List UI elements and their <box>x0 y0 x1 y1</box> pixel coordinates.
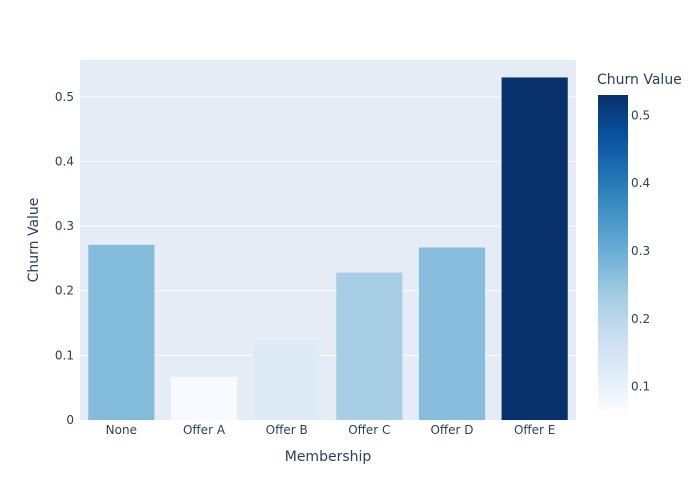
bars <box>88 77 568 421</box>
x-tick-label: Offer E <box>514 423 555 437</box>
plot-background <box>80 60 576 420</box>
y-tick-label: 0 <box>66 413 74 427</box>
y-tick-label: 0.3 <box>55 219 74 233</box>
x-tick-label: None <box>106 423 137 437</box>
colorbar-tick-label: 0.1 <box>631 380 650 394</box>
bar-offer-b[interactable] <box>253 339 320 420</box>
colorbar-ticks: 0.1 0.2 0.3 0.4 0.5 <box>631 108 650 393</box>
y-axis-title: Churn Value <box>26 198 42 283</box>
y-tick-label: 0.1 <box>55 348 74 362</box>
gridlines <box>80 96 576 356</box>
y-tick-label: 0.2 <box>55 284 74 298</box>
colorbar-tick-label: 0.3 <box>631 244 650 258</box>
bar-offer-d[interactable] <box>418 247 486 420</box>
colorbar-tick-label: 0.2 <box>631 312 650 326</box>
x-tick-label: Offer D <box>430 423 473 437</box>
y-tick-label: 0.5 <box>55 90 74 104</box>
bar-offer-a[interactable] <box>170 376 238 420</box>
x-axis-ticks: None Offer A Offer B Offer C Offer D Offer E <box>106 423 556 437</box>
colorbar-tick-label: 0.5 <box>631 108 650 122</box>
y-tick-label: 0.4 <box>55 154 74 168</box>
y-axis-ticks: 0 0.1 0.2 0.3 0.4 0.5 <box>55 90 74 427</box>
x-tick-label: Offer C <box>348 423 390 437</box>
colorbar-title: Churn Value <box>597 72 682 88</box>
colorbar <box>598 95 628 409</box>
colorbar-tick-label: 0.4 <box>631 176 650 190</box>
x-axis-title: Membership <box>285 449 372 465</box>
bar-none[interactable] <box>88 244 155 420</box>
x-tick-label: Offer A <box>183 423 226 437</box>
bar-offer-c[interactable] <box>336 272 403 420</box>
x-tick-label: Offer B <box>266 423 308 437</box>
bar-offer-e[interactable] <box>501 77 568 421</box>
